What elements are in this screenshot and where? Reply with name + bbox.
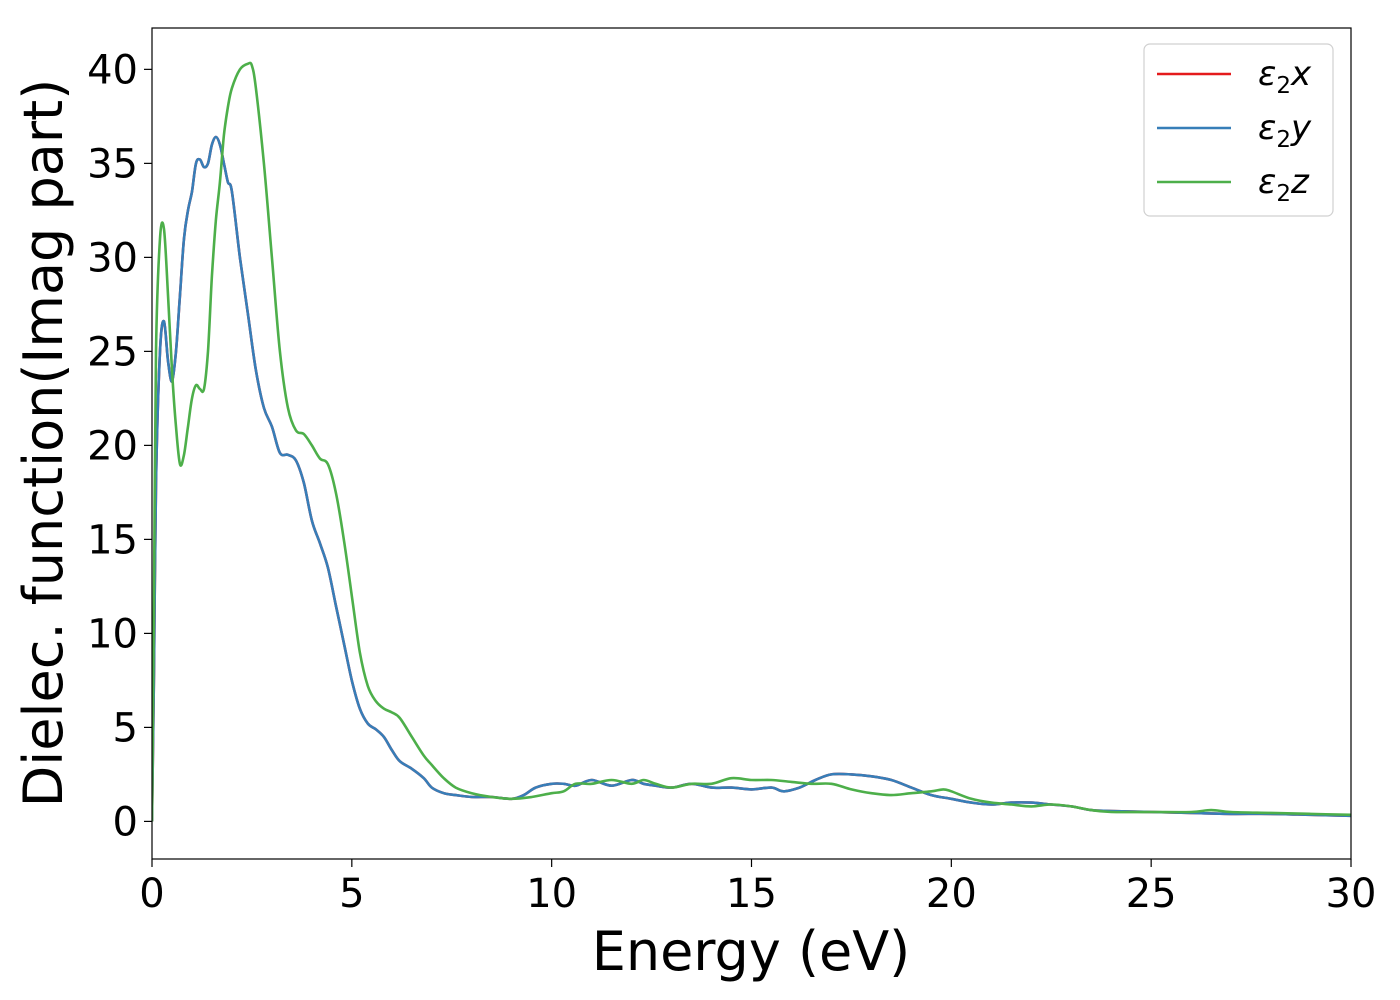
series-line-z: [152, 61, 1351, 822]
y-tick-label: 20: [87, 423, 138, 469]
y-axis-title: Dielec. function(Imag part): [12, 79, 75, 808]
x-axis-title: Energy (eV): [592, 920, 911, 983]
y-tick-label: 30: [87, 235, 138, 281]
y-tick-label: 0: [113, 799, 138, 845]
y-tick-label: 5: [113, 705, 138, 751]
y-tick-label: 40: [87, 47, 138, 93]
legend-label-y: ε2y: [1258, 108, 1312, 153]
x-tick-label: 30: [1326, 871, 1377, 917]
series-line-y: [152, 135, 1351, 822]
y-tick-label: 15: [87, 517, 138, 563]
x-axis: 0 5 10 15 20 25 30: [139, 859, 1376, 917]
legend-label-z: ε2z: [1258, 162, 1310, 207]
legend-box: [1143, 43, 1334, 217]
x-tick-label: 5: [339, 871, 364, 917]
plot-area: [152, 61, 1351, 822]
legend: ε2x ε2y ε2z: [1143, 43, 1334, 217]
y-tick-label: 10: [87, 611, 138, 657]
x-tick-label: 25: [1126, 871, 1177, 917]
x-tick-label: 15: [726, 871, 777, 917]
y-tick-label: 25: [87, 329, 138, 375]
x-tick-label: 0: [139, 871, 164, 917]
y-axis: 0 5 10 15 20 25 30 35 40: [87, 47, 152, 845]
legend-label-x: ε2x: [1258, 54, 1312, 99]
x-tick-label: 20: [926, 871, 977, 917]
x-tick-label: 10: [526, 871, 577, 917]
y-tick-label: 35: [87, 141, 138, 187]
